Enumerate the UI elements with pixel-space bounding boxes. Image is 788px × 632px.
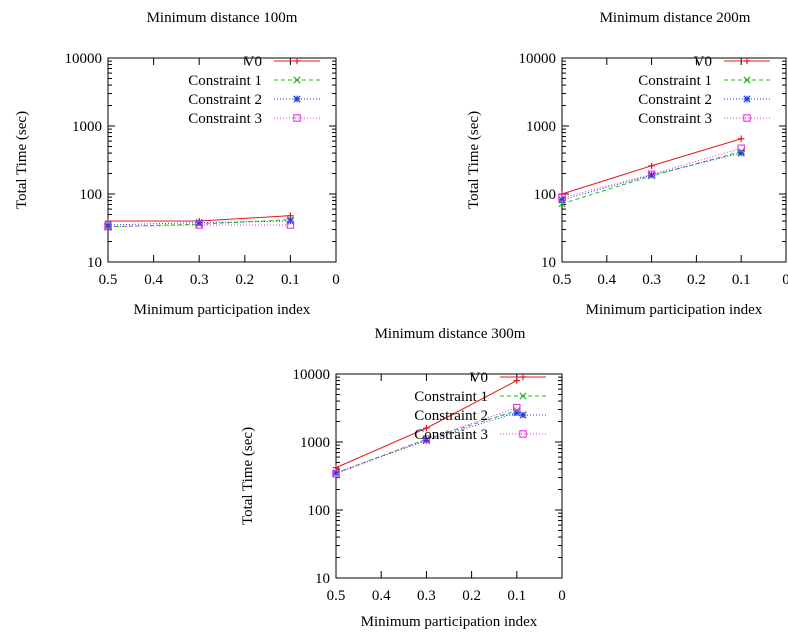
data-point-1 — [514, 377, 520, 383]
legend-label: Constraint 3 — [414, 427, 488, 443]
data-point-1 — [648, 163, 654, 169]
x-tick-label: 0.1 — [507, 588, 526, 604]
x-tick-label: 0.5 — [327, 588, 346, 604]
x-axis-label: Minimum participation index — [586, 302, 763, 318]
y-axis-label: Total Time (sec) — [14, 111, 30, 209]
chart-title: Minimum distance 200m — [600, 10, 751, 26]
legend-swatch-marker — [294, 58, 300, 64]
legend-swatch-marker — [520, 374, 526, 380]
x-tick-label: 0.4 — [372, 588, 391, 604]
chart-panel-2: Minimum distance 200m 10 100 1000 10000 0.5 0.… — [466, 10, 788, 318]
legend-swatch-marker — [294, 115, 300, 121]
legend: V0 Constraint 1 Constraint 2 Constraint 3 — [414, 370, 546, 443]
legend-swatch-marker — [294, 96, 300, 102]
y-tick-label: 100 — [534, 187, 557, 203]
chart-title: Minimum distance 300m — [375, 326, 526, 342]
y-tick-label: 100 — [80, 187, 103, 203]
x-tick-label: 0.2 — [462, 588, 481, 604]
legend-swatch-marker — [744, 58, 750, 64]
legend-swatch-marker — [744, 115, 750, 121]
x-tick-label: 0 — [782, 272, 788, 288]
legend-label: Constraint 3 — [188, 111, 262, 127]
y-tick-label: 10 — [315, 571, 330, 587]
x-tick-label: 0.3 — [190, 272, 209, 288]
x-tick-label: 0 — [558, 588, 566, 604]
y-tick-label: 1000 — [300, 435, 330, 451]
legend-swatch-marker — [744, 96, 750, 102]
legend: V0 Constraint 1 Constraint 2 Constraint 3 — [638, 54, 770, 127]
x-tick-label: 0.1 — [281, 272, 300, 288]
legend-label: V0 — [694, 54, 712, 70]
data-point-1 — [738, 136, 744, 142]
x-tick-label: 0.4 — [597, 272, 616, 288]
legend-label: Constraint 1 — [188, 73, 262, 89]
x-tick-label: 0.3 — [642, 272, 661, 288]
x-tick-label: 0.4 — [144, 272, 163, 288]
x-axis-label: Minimum participation index — [361, 614, 538, 630]
y-tick-label: 100 — [308, 503, 331, 519]
data-point-3 — [287, 218, 293, 224]
legend-label: V0 — [244, 54, 262, 70]
legend-label: Constraint 2 — [188, 92, 262, 108]
x-tick-label: 0.2 — [687, 272, 706, 288]
legend-label: Constraint 3 — [638, 111, 712, 127]
legend-label: Constraint 1 — [638, 73, 712, 89]
legend-label: Constraint 2 — [638, 92, 712, 108]
y-tick-label: 10000 — [65, 51, 103, 67]
legend-swatch-marker — [520, 431, 526, 437]
x-axis-label: Minimum participation index — [134, 302, 311, 318]
y-tick-label: 10000 — [293, 367, 331, 383]
data-point-3 — [105, 222, 111, 228]
y-tick-label: 10000 — [519, 51, 557, 67]
legend-label: Constraint 1 — [414, 389, 488, 405]
y-tick-label: 10 — [87, 255, 102, 271]
y-tick-label: 10 — [541, 255, 556, 271]
y-axis-label: Total Time (sec) — [466, 111, 482, 209]
x-tick-label: 0 — [332, 272, 340, 288]
legend-swatch-marker — [744, 77, 750, 83]
x-tick-label: 0.2 — [235, 272, 254, 288]
legend: V0 Constraint 1 Constraint 2 Constraint 3 — [188, 54, 320, 127]
data-point-1 — [559, 191, 565, 197]
chart-panel-3: Minimum distance 300m 10 100 1000 10000 0.5 0.… — [240, 326, 566, 630]
x-tick-label: 0.5 — [553, 272, 572, 288]
legend-swatch-marker — [294, 77, 300, 83]
legend-swatch-marker — [520, 412, 526, 418]
data-point-3 — [738, 150, 744, 156]
legend-label: Constraint 2 — [414, 408, 488, 424]
y-tick-label: 1000 — [72, 119, 102, 135]
chart-panel-1: Minimum distance 100m 10 100 1000 10000 0.5 0.… — [14, 10, 340, 318]
x-tick-label: 0.5 — [99, 272, 118, 288]
y-tick-label: 1000 — [526, 119, 556, 135]
x-tick-label: 0.3 — [417, 588, 436, 604]
legend-label: V0 — [470, 370, 488, 386]
y-axis-label: Total Time (sec) — [240, 427, 256, 525]
legend-swatch-marker — [520, 393, 526, 399]
chart-title: Minimum distance 100m — [147, 10, 298, 26]
x-tick-label: 0.1 — [732, 272, 751, 288]
